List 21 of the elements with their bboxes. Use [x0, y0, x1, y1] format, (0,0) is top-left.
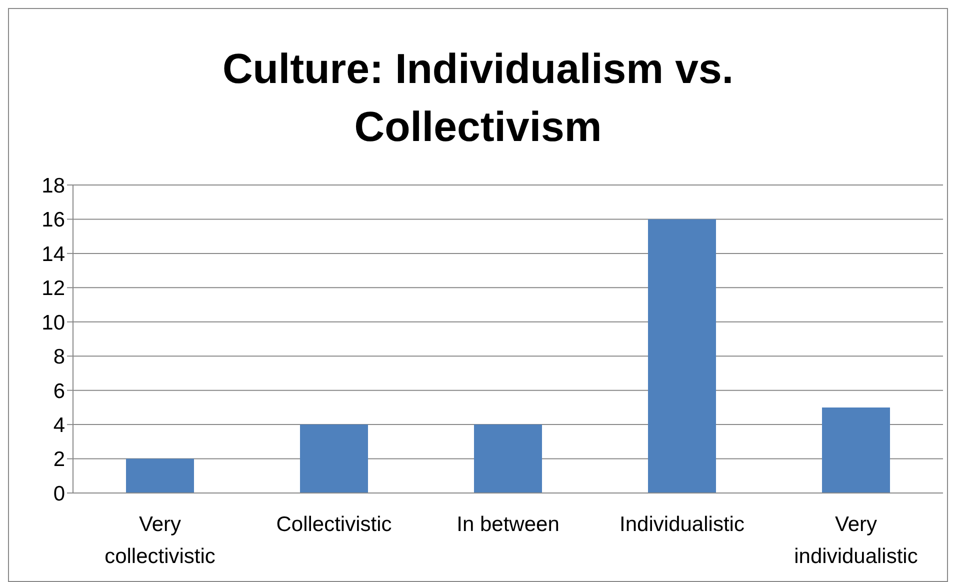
y-tick-label: 16: [42, 208, 65, 232]
bar: [126, 458, 194, 493]
y-tick-label: 18: [42, 174, 65, 198]
x-tick-label: Individualistic: [620, 513, 744, 536]
x-tick-label: Very collectivistic: [104, 513, 216, 568]
y-tick-label: 8: [53, 346, 65, 369]
chart-title: Culture: Individualism vs. Collectivism: [221, 44, 735, 152]
x-tick-label: Very individualistic: [794, 513, 918, 568]
bar: [474, 424, 542, 493]
bar: [822, 407, 890, 493]
x-tick-label: Collectivistic: [276, 513, 392, 536]
y-tick-label: 0: [53, 482, 65, 506]
bar: [648, 219, 716, 493]
y-tick-label: 4: [53, 414, 66, 438]
bar: [300, 424, 368, 493]
y-tick-label: 14: [42, 242, 66, 266]
x-tick-label: In between: [456, 513, 560, 536]
y-tick-label: 6: [53, 380, 65, 403]
y-tick-label: 2: [53, 448, 65, 472]
y-tick-label: 10: [42, 311, 65, 334]
y-tick-label: 12: [42, 277, 65, 300]
